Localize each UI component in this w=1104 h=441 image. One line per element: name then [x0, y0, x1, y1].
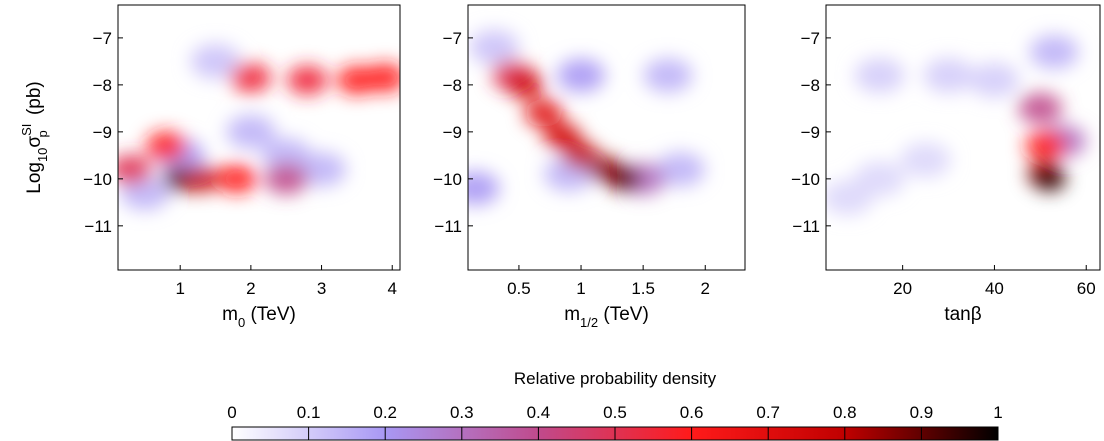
colorbar-tick-label: 0.2 [373, 403, 397, 422]
y-tick-label: −8 [801, 76, 820, 95]
y-tick-label: −10 [83, 170, 112, 189]
density-blob [900, 142, 951, 178]
y-label-symbol: σ [24, 136, 45, 148]
density-blob [183, 165, 220, 193]
x-tick-label: 1 [175, 279, 184, 298]
density-blob [655, 152, 705, 187]
density-blob [120, 175, 170, 211]
x-label-base: m [564, 304, 580, 325]
x-tick-label: 20 [893, 279, 912, 298]
density-blob [216, 164, 257, 194]
y-label-base: Log [24, 162, 45, 194]
x-axis-label: m0 (TeV) [222, 304, 296, 330]
y-tick-label: −10 [791, 170, 820, 189]
y-tick-label: −11 [792, 217, 820, 236]
density-blob [469, 30, 519, 65]
density-blob [643, 58, 693, 93]
x-tick-label: 2 [246, 279, 255, 298]
density-blob [1018, 92, 1063, 124]
y-axis-label: Log10σSIp (pb) [19, 81, 50, 194]
x-tick-label: 4 [387, 279, 396, 298]
y-label-base-sub: 10 [35, 148, 50, 162]
density-blobs [468, 30, 705, 206]
density-blob [146, 131, 187, 161]
density-blob [826, 180, 873, 216]
density-blob [297, 152, 347, 187]
density-layer [468, 30, 705, 206]
x-tick-label: 1.5 [631, 279, 655, 298]
density-blob [543, 123, 581, 151]
x-label-base: tanβ [944, 304, 981, 325]
density-layer [826, 34, 1087, 216]
y-label-sup: SI [19, 124, 34, 136]
y-tick-label: −11 [84, 217, 112, 236]
density-blob [118, 154, 152, 185]
density-blob [923, 58, 974, 93]
y-tick-label: −9 [93, 123, 112, 142]
x-tick-label: 2 [701, 279, 710, 298]
colorbar-tick-label: 0.8 [833, 403, 857, 422]
density-blob [190, 44, 241, 79]
density-blob [524, 99, 563, 127]
y-tick-label: −10 [433, 170, 462, 189]
x-label-unit: (TeV) [598, 304, 649, 325]
axes-box [467, 4, 746, 271]
x-label-sub: 1/2 [580, 315, 598, 330]
axes-box [117, 4, 401, 271]
density-blob [1033, 166, 1067, 192]
x-axis-label: m1/2 (TeV) [564, 304, 649, 330]
colorbar-tick-label: 0 [227, 403, 236, 422]
y-label-sub: p [35, 130, 50, 137]
colorbar-tick-label: 1 [993, 403, 1002, 422]
density-blob [607, 166, 642, 192]
colorbar-tick-label: 0.6 [680, 403, 704, 422]
density-blob [468, 171, 500, 206]
density-blob [1029, 34, 1079, 70]
density-blob [969, 62, 1020, 98]
x-axis-label: tanβ [944, 304, 981, 325]
y-tick-label: −9 [443, 123, 462, 142]
density-blob [230, 63, 272, 93]
density-blob [854, 58, 905, 93]
density-blob [1024, 131, 1065, 161]
density-blob [563, 142, 600, 169]
colorbar-tick-label: 0.5 [603, 403, 627, 422]
y-tick-label: −8 [93, 76, 112, 95]
x-tick-label: 40 [985, 279, 1004, 298]
x-tick-label: 3 [317, 279, 326, 298]
density-blob [506, 71, 544, 99]
x-label-sub: 0 [238, 315, 245, 330]
y-tick-label: −7 [801, 29, 820, 48]
density-layer [118, 44, 400, 211]
density-blob [286, 65, 328, 95]
colorbar-tick-label: 0.3 [450, 403, 474, 422]
y-tick-label: −7 [93, 29, 112, 48]
colorbar-tick-label: 0.7 [756, 403, 780, 422]
y-tick-label: −9 [801, 123, 820, 142]
axes-box [825, 4, 1101, 271]
y-tick-label: −7 [443, 29, 462, 48]
density-blob [226, 114, 276, 149]
x-label-unit: (TeV) [245, 304, 296, 325]
density-blob [264, 163, 309, 195]
density-blob [365, 63, 400, 93]
density-blobs [118, 44, 400, 211]
colorbar-tick-label: 0.9 [910, 403, 934, 422]
x-tick-label: 0.5 [507, 279, 531, 298]
x-tick-label: 1 [576, 279, 585, 298]
y-tick-label: −8 [443, 76, 462, 95]
colorbar-title: Relative probability density [514, 369, 717, 388]
y-label-unit: (pb) [24, 81, 45, 120]
colorbar-tick-label: 0.4 [527, 403, 551, 422]
x-label-base: m [222, 304, 238, 325]
colorbar-tick-label: 0.1 [297, 403, 321, 422]
density-blob [557, 58, 606, 93]
x-tick-label: 60 [1077, 279, 1096, 298]
y-tick-label: −11 [434, 217, 462, 236]
density-blobs [826, 34, 1087, 216]
